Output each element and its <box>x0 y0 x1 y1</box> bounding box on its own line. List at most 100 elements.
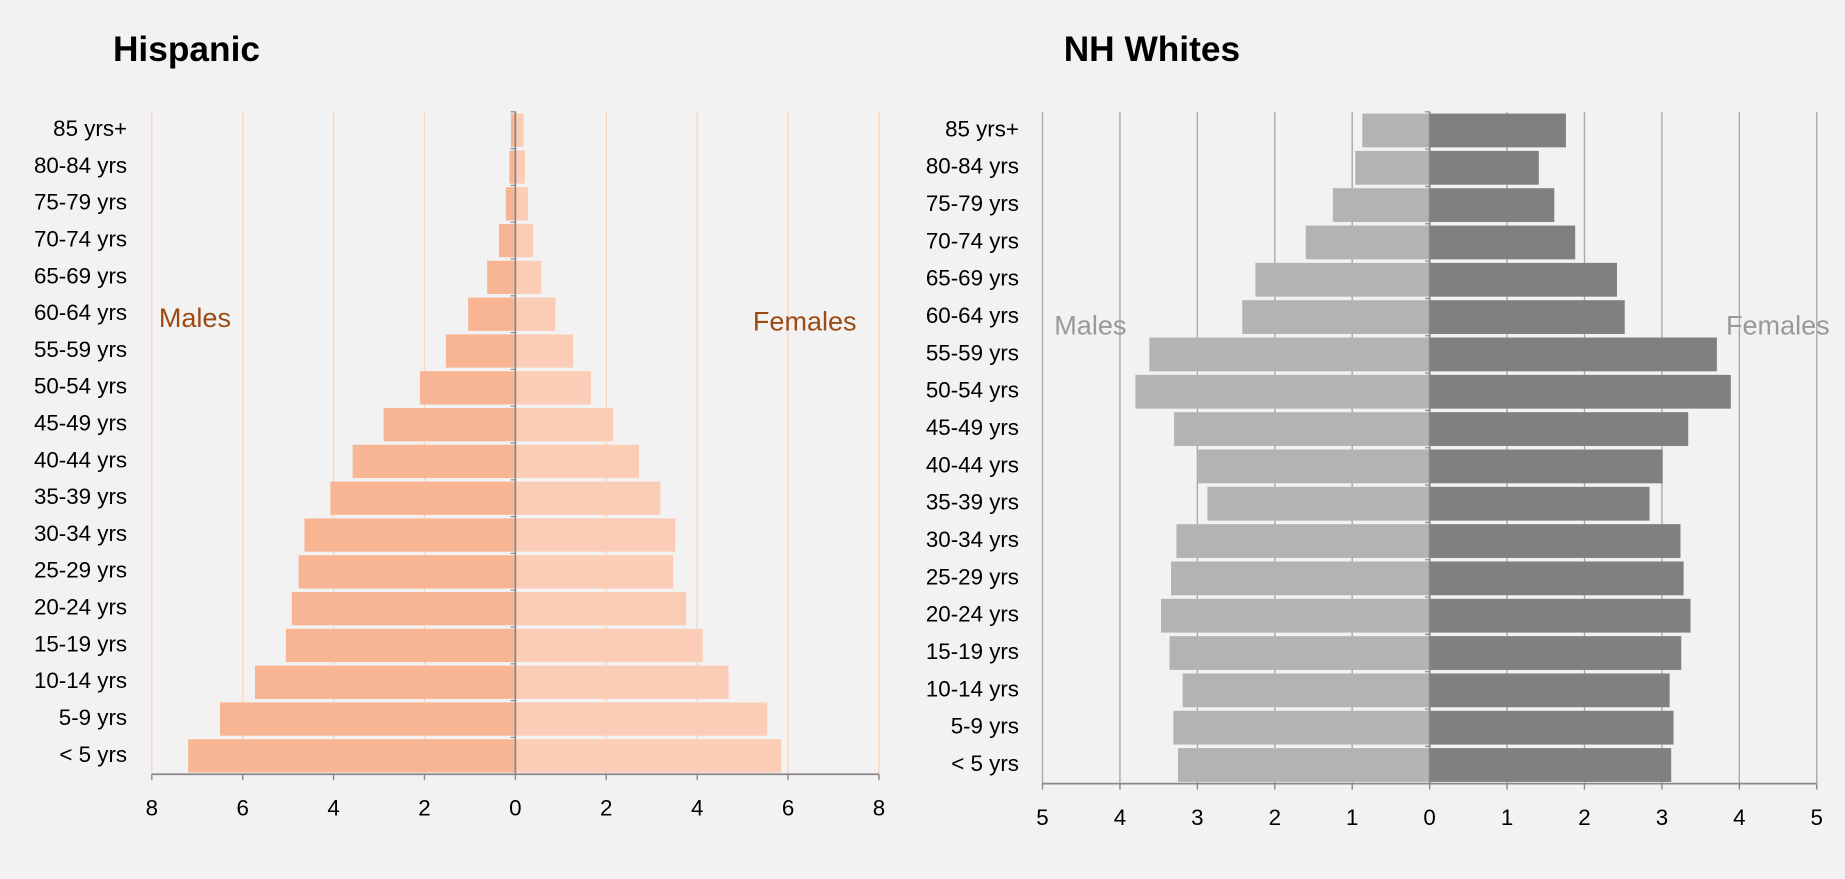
y-tick-label: 65-69 yrs <box>34 263 127 288</box>
bar <box>515 297 556 331</box>
y-tick-label: 55-59 yrs <box>34 337 127 362</box>
legend-label: Males <box>159 303 231 333</box>
bar <box>515 223 534 258</box>
bar <box>1429 748 1672 782</box>
bar <box>445 334 516 368</box>
x-tick-label: 8 <box>146 795 158 820</box>
bar <box>515 592 687 626</box>
y-tick-label: 25-29 yrs <box>34 558 127 583</box>
bar <box>298 555 516 589</box>
bar <box>219 702 516 736</box>
bar <box>515 702 768 736</box>
bar <box>254 665 516 699</box>
y-tick-label: 10-14 yrs <box>926 676 1019 701</box>
y-tick-label: 30-34 yrs <box>34 521 127 546</box>
bar <box>515 187 529 221</box>
bar <box>1429 225 1576 260</box>
bar <box>515 518 676 552</box>
y-tick-label: 70-74 yrs <box>34 227 127 252</box>
y-tick-label: 20-24 yrs <box>34 595 127 620</box>
bar <box>515 150 525 184</box>
x-tick-label: 3 <box>1656 805 1668 830</box>
bar <box>1160 598 1430 633</box>
chart-title: NH Whites <box>1064 30 1240 69</box>
y-tick-label: 35-39 yrs <box>34 484 127 509</box>
bar <box>383 407 516 442</box>
bar <box>352 444 516 479</box>
bar <box>515 371 591 405</box>
bar <box>1198 449 1430 484</box>
y-tick-label: 85 yrs+ <box>945 116 1019 141</box>
bar <box>1332 188 1430 223</box>
bar <box>515 665 729 699</box>
bar <box>1149 337 1430 372</box>
bar <box>1429 337 1717 372</box>
x-tick-label: 4 <box>1733 805 1745 830</box>
bar <box>1429 636 1682 670</box>
bar <box>419 371 516 405</box>
bar <box>487 260 516 295</box>
bar <box>1429 598 1691 633</box>
bar <box>1173 710 1430 745</box>
y-tick-label: 15-19 yrs <box>926 639 1019 664</box>
bar <box>285 628 516 663</box>
x-tick-label: 2 <box>418 795 430 820</box>
legend-label: Males <box>1054 310 1126 340</box>
y-tick-label: 35-39 yrs <box>926 490 1019 515</box>
bar <box>1429 300 1625 334</box>
chart-title: Hispanic <box>113 30 260 69</box>
bar <box>1178 748 1430 782</box>
x-tick-label: 6 <box>782 795 794 820</box>
bar <box>1429 113 1566 148</box>
y-tick-label: 30-34 yrs <box>926 527 1019 552</box>
bar <box>515 260 542 295</box>
x-tick-label: 4 <box>1114 805 1126 830</box>
y-tick-label: 10-14 yrs <box>34 668 127 693</box>
bar <box>188 739 516 773</box>
bar <box>1255 262 1430 297</box>
x-tick-label: 2 <box>1269 805 1281 830</box>
x-tick-label: 4 <box>327 795 339 820</box>
bar <box>1429 561 1684 596</box>
y-tick-label: 85 yrs+ <box>53 116 127 141</box>
bar <box>468 297 516 331</box>
bar <box>1305 225 1430 260</box>
bar <box>505 187 516 221</box>
y-tick-label: 25-29 yrs <box>926 564 1019 589</box>
bar <box>291 592 516 626</box>
legend-label: Females <box>1726 310 1830 340</box>
bar <box>1355 150 1430 185</box>
bar <box>515 113 524 147</box>
y-tick-label: 75-79 yrs <box>926 191 1019 216</box>
x-tick-label: 8 <box>873 795 885 820</box>
bar <box>515 739 782 773</box>
y-tick-label: 55-59 yrs <box>926 340 1019 365</box>
x-tick-label: 0 <box>1423 805 1435 830</box>
y-tick-label: 15-19 yrs <box>34 631 127 656</box>
x-tick-label: 2 <box>600 795 612 820</box>
bar <box>1171 561 1430 596</box>
bar <box>1429 673 1670 708</box>
y-tick-label: < 5 yrs <box>951 751 1019 776</box>
y-tick-label: 80-84 yrs <box>34 153 127 178</box>
bar <box>1429 150 1539 185</box>
y-tick-label: 45-49 yrs <box>34 411 127 436</box>
bar <box>1362 113 1430 148</box>
bar <box>515 628 703 663</box>
bar <box>515 444 639 479</box>
bar <box>499 223 516 258</box>
bar <box>1429 486 1650 521</box>
y-tick-label: 50-54 yrs <box>926 378 1019 403</box>
x-tick-label: 5 <box>1811 805 1823 830</box>
bar <box>1176 524 1430 558</box>
bar <box>1429 412 1689 446</box>
bar <box>1429 449 1663 484</box>
bar <box>510 113 516 147</box>
bar <box>1429 710 1674 745</box>
bar <box>1429 524 1681 558</box>
y-tick-label: 65-69 yrs <box>926 266 1019 291</box>
bar <box>1242 300 1430 334</box>
x-tick-label: 3 <box>1191 805 1203 830</box>
y-tick-label: 60-64 yrs <box>34 300 127 325</box>
